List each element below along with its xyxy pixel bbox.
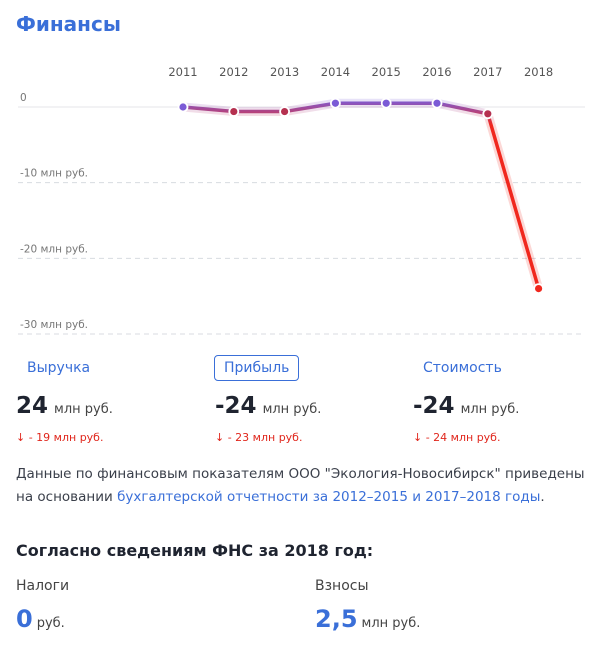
link[interactable]: бухгалтерской отчетности за 2012–2015 и … — [117, 489, 541, 505]
point — [533, 283, 544, 295]
y-tick-label: -30 млн руб. — [20, 319, 88, 331]
value: 2,5 — [315, 605, 358, 633]
unit: млн руб. — [262, 402, 322, 417]
metric-tab[interactable]: Прибыль — [214, 355, 300, 381]
unit: млн руб. — [54, 402, 113, 417]
metric-change: ↓ - 23 млн руб. — [215, 431, 303, 444]
point — [380, 97, 392, 109]
point — [177, 101, 189, 113]
point — [329, 97, 341, 109]
fns-value: 0 руб. — [16, 605, 65, 633]
value: 24 — [16, 393, 49, 419]
y-tick-label: -20 млн руб. — [20, 243, 88, 255]
metric-change: ↓ - 24 млн руб. — [413, 431, 501, 444]
metric-value: 24 млн руб. — [16, 393, 113, 419]
chart: 0 -10 млн руб. -20 млн руб. -30 млн руб. 201… — [18, 65, 585, 335]
fns-heading: Согласно сведениям ФНС за 2018 год: — [16, 541, 374, 560]
unit: млн руб. — [460, 402, 520, 417]
x-tick-label: 2013 — [270, 65, 299, 79]
section-title: Финансы — [16, 12, 121, 36]
line — [182, 101, 541, 290]
fns-value: 2,5 млн руб. — [315, 605, 420, 633]
x-tick-label: 2016 — [422, 65, 451, 79]
note-end: . — [540, 489, 545, 505]
value: -24 — [215, 393, 257, 419]
note: Данные по финансовым показателям ООО "Эк… — [16, 463, 591, 509]
unit: млн руб. — [361, 616, 421, 631]
y-tick-label: -10 млн руб. — [20, 168, 88, 180]
fns-label: Налоги — [16, 578, 70, 594]
point — [482, 108, 494, 120]
point — [431, 97, 443, 109]
line-glow — [182, 98, 543, 290]
x-tick-label: 2011 — [168, 65, 197, 79]
metric-change: ↓ - 19 млн руб. — [16, 431, 104, 444]
metric-value: -24 млн руб. — [215, 393, 321, 419]
note-text: Данные по финансовым показателям ООО "Эк… — [16, 466, 585, 505]
unit: руб. — [36, 616, 65, 631]
metric-value: -24 млн руб. — [413, 393, 519, 419]
x-tick-label: 2017 — [473, 65, 502, 79]
x-tick-label: 2012 — [219, 65, 248, 79]
point — [228, 106, 240, 117]
metric-tab[interactable]: Стоимость — [423, 360, 502, 376]
y-tick-label: 0 — [20, 92, 27, 104]
x-tick-label: 2014 — [321, 65, 350, 79]
x-tick-label: 2015 — [372, 65, 401, 79]
value: 0 — [16, 605, 33, 633]
x-tick-label: 2018 — [524, 65, 553, 79]
point — [279, 106, 291, 117]
fns-label: Взносы — [315, 578, 369, 594]
metric-tab[interactable]: Выручка — [27, 360, 91, 376]
value: -24 — [413, 393, 455, 419]
